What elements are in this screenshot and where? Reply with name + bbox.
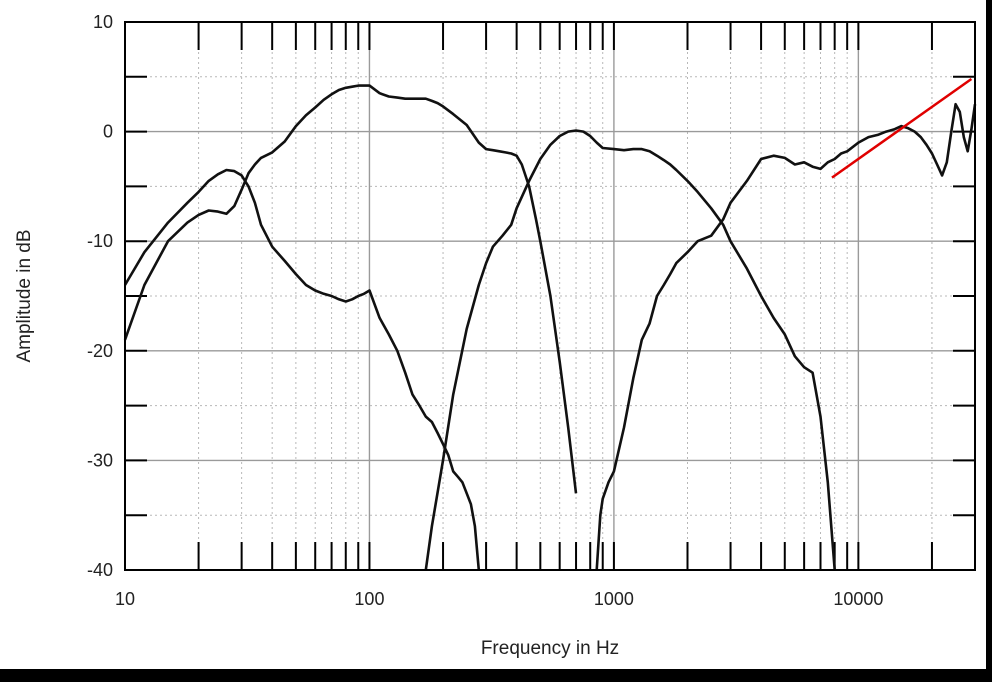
annotations xyxy=(831,77,973,179)
frequency-response-chart: 10 100 1000 10000 100-10-20-30-40 Frequency… xyxy=(14,12,977,659)
response-curve-1 xyxy=(123,84,578,494)
response-curve-2 xyxy=(123,168,481,571)
y-tick-label: -20 xyxy=(87,341,113,361)
plot-border xyxy=(124,21,976,571)
x-axis-title: Frequency in Hz xyxy=(481,638,619,659)
y-tick-label: -10 xyxy=(87,231,113,251)
y-axis-title: Amplitude in dB xyxy=(14,229,35,362)
y-tick-labels: 10 0 -10 -20 -30 -40 xyxy=(87,12,113,580)
response-curve-3 xyxy=(424,129,836,571)
x-tick-label: 100 xyxy=(354,589,384,609)
x-tick-labels: 10 100 1000 10000 xyxy=(115,589,883,609)
y-tick-label: -40 xyxy=(87,560,113,580)
y-tick-label: 10 xyxy=(93,12,113,32)
y-tick-label: -30 xyxy=(87,450,113,470)
x-tick-label: 10000 xyxy=(833,589,883,609)
y-tick-label: 0 xyxy=(103,122,113,142)
x-tick-label: 1000 xyxy=(594,589,634,609)
chart-panel: 10 100 1000 10000 10 0 -10 -20 -30 -40 Frequency… xyxy=(0,0,986,669)
red-annotation-line xyxy=(831,77,973,179)
x-tick-label: 10 xyxy=(115,589,135,609)
curves xyxy=(123,84,977,571)
response-curve-4 xyxy=(595,102,977,571)
